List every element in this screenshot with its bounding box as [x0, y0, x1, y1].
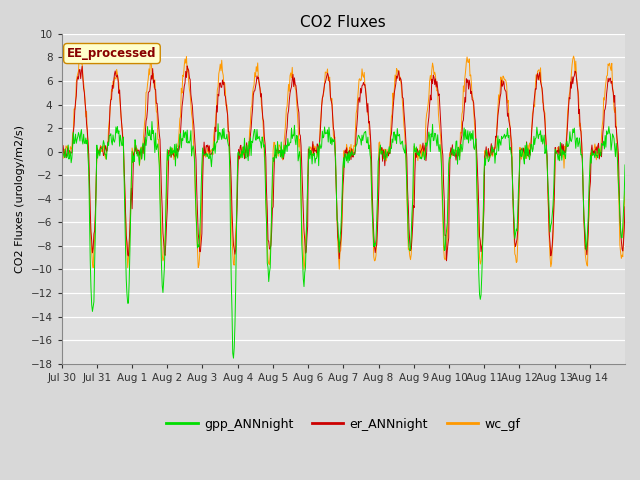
gpp_ANNnight: [124, 300, 132, 306]
wc_gf: [256, 85, 264, 91]
Line: gpp_ANNnight: gpp_ANNnight: [61, 121, 625, 358]
gpp_ANNnight: [228, 309, 236, 315]
er_ANNnight: [621, 204, 629, 210]
gpp_ANNnight: [58, 142, 65, 147]
er_ANNnight: [228, 208, 236, 214]
wc_gf: [58, 154, 65, 159]
wc_gf: [228, 236, 236, 241]
er_ANNnight: [434, 86, 442, 92]
gpp_ANNnight: [403, 182, 411, 188]
gpp_ANNnight: [435, 144, 442, 149]
gpp_ANNnight: [148, 119, 156, 124]
er_ANNnight: [58, 155, 65, 160]
wc_gf: [125, 255, 132, 261]
gpp_ANNnight: [278, 156, 286, 161]
wc_gf: [621, 189, 629, 194]
wc_gf: [435, 111, 442, 117]
Legend: gpp_ANNnight, er_ANNnight, wc_gf: gpp_ANNnight, er_ANNnight, wc_gf: [161, 413, 525, 436]
Text: EE_processed: EE_processed: [67, 47, 157, 60]
er_ANNnight: [443, 258, 451, 264]
Line: wc_gf: wc_gf: [61, 54, 625, 269]
gpp_ANNnight: [230, 355, 237, 361]
wc_gf: [300, 266, 308, 272]
wc_gf: [403, 193, 411, 199]
Line: er_ANNnight: er_ANNnight: [61, 66, 625, 261]
er_ANNnight: [124, 252, 132, 258]
er_ANNnight: [183, 63, 191, 69]
wc_gf: [277, 147, 285, 153]
gpp_ANNnight: [621, 162, 629, 168]
er_ANNnight: [403, 143, 410, 148]
er_ANNnight: [277, 153, 285, 159]
Y-axis label: CO2 Fluxes (urology/m2/s): CO2 Fluxes (urology/m2/s): [15, 125, 25, 273]
gpp_ANNnight: [257, 139, 264, 145]
Title: CO2 Fluxes: CO2 Fluxes: [300, 15, 386, 30]
wc_gf: [76, 51, 83, 57]
er_ANNnight: [256, 85, 264, 91]
